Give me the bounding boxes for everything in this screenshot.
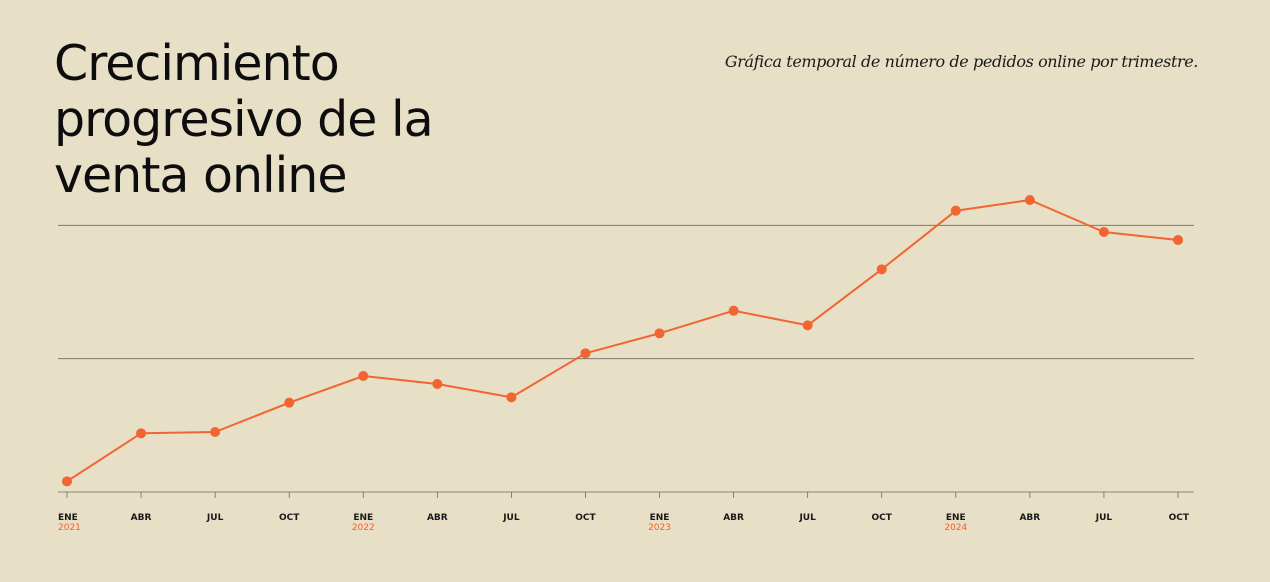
title-line-3: venta online <box>54 147 347 204</box>
gridlines <box>58 224 1194 360</box>
data-point <box>950 205 961 216</box>
data-point <box>506 392 517 403</box>
x-tick-label: ENE <box>650 513 670 523</box>
x-tick-label: ABR <box>1019 513 1040 523</box>
x-tick-label: ABR <box>427 513 448 523</box>
title-line-1: Crecimiento <box>54 35 340 92</box>
title-line-2: progresivo de la <box>54 91 434 148</box>
series-layer <box>66 199 1179 483</box>
data-point <box>432 379 443 389</box>
data-points <box>62 195 1183 487</box>
data-point <box>654 328 665 339</box>
x-tick-label: OCT <box>1169 513 1190 523</box>
x-tick-label: ENE <box>353 513 373 523</box>
x-tick-year-label: 2023 <box>648 523 671 533</box>
x-tick-label: JUL <box>798 513 816 523</box>
chart-subtitle: Gráfica temporal de número de pedidos on… <box>724 52 1199 71</box>
x-tick-label: JUL <box>502 513 520 523</box>
data-point <box>580 348 591 359</box>
x-tick-label: ENE <box>946 513 966 523</box>
x-tick-label: ABR <box>723 513 744 523</box>
x-tick-label: OCT <box>279 513 300 523</box>
data-point <box>728 305 739 316</box>
series-line-1 <box>66 199 1179 483</box>
x-tick-label: ABR <box>131 513 152 523</box>
x-tick-label: JUL <box>1095 513 1113 523</box>
x-tick-label: ENE <box>58 513 78 523</box>
data-point <box>62 476 72 487</box>
data-point <box>358 371 369 381</box>
x-tick-year-label: 2024 <box>944 523 967 533</box>
data-point <box>1173 235 1183 245</box>
data-point <box>802 320 813 331</box>
x-tick-label: OCT <box>872 513 893 523</box>
data-point <box>1098 227 1109 237</box>
data-point <box>1024 195 1035 205</box>
data-point <box>210 427 221 437</box>
chart-title: Crecimiento progresivo de la venta onlin… <box>54 36 514 204</box>
data-point <box>876 264 887 275</box>
data-point <box>136 428 147 439</box>
x-tick-label: OCT <box>575 513 596 523</box>
x-tick-label: JUL <box>206 513 224 523</box>
x-tick-year-label: 2021 <box>58 523 81 533</box>
x-tick-year-label: 2022 <box>352 523 375 533</box>
data-point <box>284 397 295 408</box>
